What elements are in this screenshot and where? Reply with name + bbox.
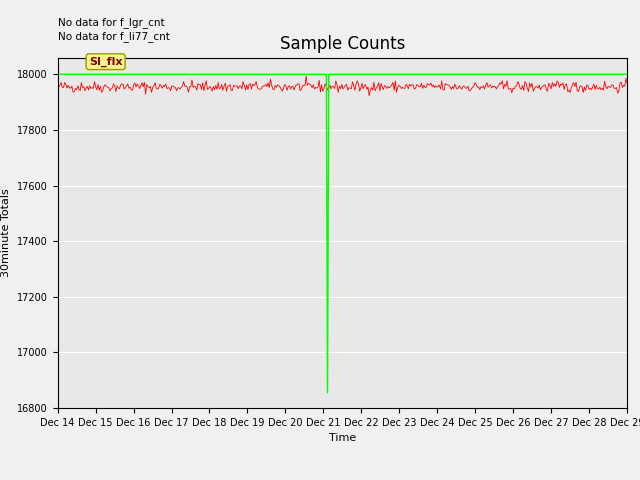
li75_cnt: [54, 72, 61, 77]
wmp_cnt: [375, 80, 383, 85]
li75_cnt: [294, 72, 301, 77]
Title: Sample Counts: Sample Counts: [280, 35, 405, 53]
Text: SI_flx: SI_flx: [89, 57, 122, 67]
li75_cnt: [374, 72, 381, 77]
li75_cnt: [623, 72, 631, 77]
Y-axis label: 30minute Totals: 30minute Totals: [1, 189, 12, 277]
wmp_cnt: [294, 81, 301, 87]
Text: No data for f_lgr_cnt: No data for f_lgr_cnt: [58, 17, 164, 28]
li75_cnt: [474, 72, 481, 77]
Text: No data for f_li77_cnt: No data for f_li77_cnt: [58, 31, 170, 42]
wmp_cnt: [54, 83, 61, 88]
wmp_cnt: [402, 82, 410, 87]
X-axis label: Time: Time: [329, 433, 356, 443]
wmp_cnt: [475, 84, 483, 90]
li75_cnt: [401, 72, 409, 77]
Line: li75_cnt: li75_cnt: [58, 74, 627, 393]
wmp_cnt: [231, 83, 239, 89]
li75_cnt: [324, 390, 332, 396]
li75_cnt: [572, 72, 580, 77]
wmp_cnt: [365, 93, 373, 99]
wmp_cnt: [302, 73, 310, 79]
wmp_cnt: [623, 81, 631, 86]
Line: wmp_cnt: wmp_cnt: [58, 76, 627, 96]
wmp_cnt: [573, 88, 581, 94]
li75_cnt: [231, 72, 239, 77]
